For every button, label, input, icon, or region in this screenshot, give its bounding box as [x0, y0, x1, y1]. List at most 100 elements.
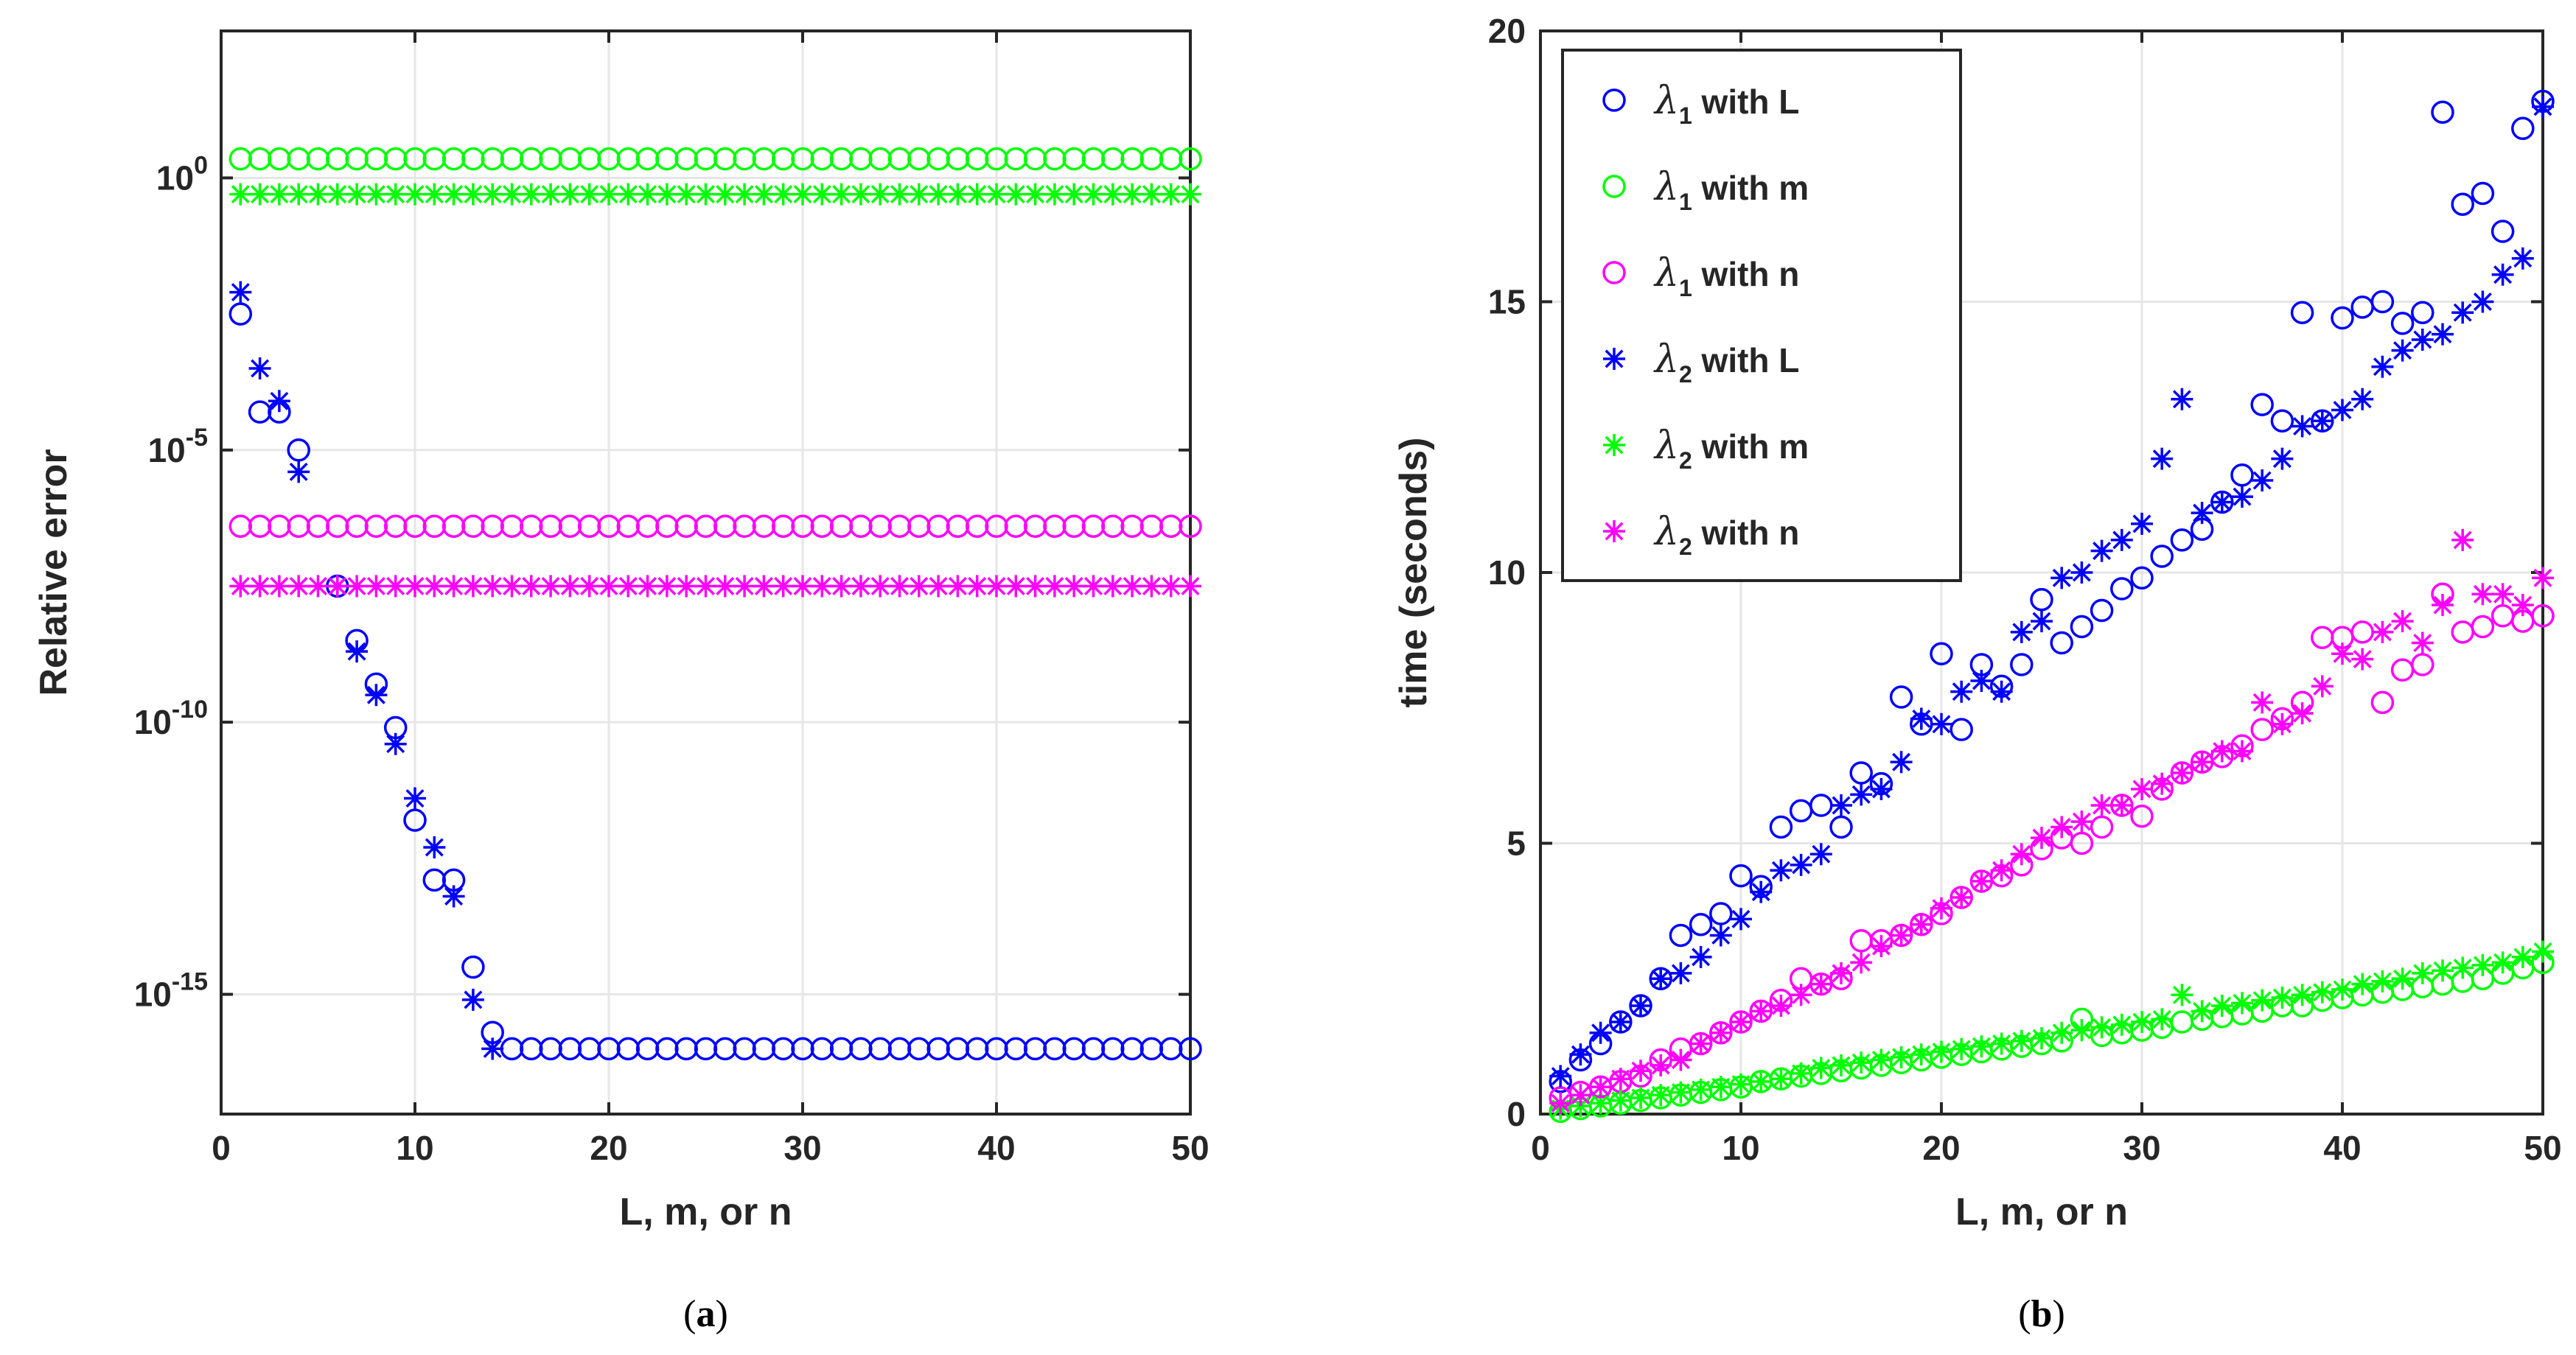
- data-point: [2090, 794, 2113, 817]
- data-point: [2151, 447, 2174, 470]
- data-point: [1689, 1032, 1712, 1055]
- data-point: [1121, 183, 1144, 206]
- data-point: [1809, 1057, 1832, 1079]
- data-point: [1669, 1081, 1692, 1104]
- data-point: [287, 461, 310, 483]
- y-tick-label: 10-10: [134, 696, 208, 741]
- data-point: [1970, 869, 1993, 892]
- data-point: [1569, 1043, 1592, 1066]
- data-point: [2311, 981, 2334, 1004]
- data-point: [1630, 1060, 1652, 1082]
- data-point: [1990, 680, 2013, 703]
- caption-b: (b): [2018, 1293, 2065, 1335]
- data-point: [1630, 1086, 1652, 1109]
- data-point: [2271, 986, 2294, 1009]
- data-point: [1910, 913, 1933, 936]
- data-point: [1730, 1073, 1752, 1096]
- data-point: [946, 183, 969, 206]
- data-point: [811, 575, 834, 598]
- data-point: [2031, 1027, 2053, 1050]
- data-point: [268, 183, 290, 206]
- data-point: [713, 575, 736, 598]
- x-axis-label: L, m, or n: [1955, 1191, 2128, 1233]
- data-point: [2471, 181, 2495, 206]
- data-point: [2151, 1008, 2174, 1031]
- data-point: [2511, 945, 2534, 968]
- data-point: [1589, 1092, 1612, 1115]
- data-point: [268, 390, 290, 413]
- data-point: [2171, 761, 2193, 784]
- data-point: [2131, 778, 2153, 800]
- data-point: [2090, 539, 2113, 562]
- data-point: [1179, 575, 1201, 598]
- data-point: [830, 183, 853, 206]
- data-point: [2532, 95, 2554, 118]
- data-point: [2210, 995, 2233, 1017]
- data-point: [927, 575, 950, 598]
- data-point: [753, 183, 775, 206]
- data-point: [1709, 1021, 1732, 1044]
- data-point: [500, 183, 523, 206]
- data-point: [307, 575, 329, 598]
- data-point: [2391, 339, 2414, 362]
- data-point: [2171, 984, 2193, 1006]
- legend-entry: λ1 with m: [1653, 165, 1809, 215]
- x-tick-label: 50: [2524, 1129, 2561, 1167]
- data-point: [849, 575, 872, 598]
- data-point: [307, 183, 329, 206]
- data-point: [1850, 951, 1873, 974]
- data-point: [1159, 183, 1182, 206]
- data-point: [1750, 1000, 1773, 1023]
- plot-area: [221, 31, 1190, 1114]
- data-point: [966, 575, 988, 598]
- data-point: [1930, 1040, 1952, 1063]
- data-point: [287, 575, 310, 598]
- y-tick-label: 5: [1507, 824, 1526, 863]
- data-point: [481, 1037, 504, 1060]
- data-point: [617, 575, 640, 598]
- data-point: [2271, 712, 2294, 735]
- data-point: [1769, 815, 1793, 839]
- data-point: [1650, 1084, 1672, 1107]
- legend-marker: [1602, 88, 1626, 112]
- data-point: [248, 357, 271, 379]
- data-point: [268, 575, 290, 598]
- data-point: [636, 183, 659, 206]
- data-point: [2432, 959, 2454, 982]
- data-point: [403, 808, 427, 832]
- series-λ2-with-L: [1549, 95, 2554, 1088]
- data-point: [540, 183, 562, 206]
- data-point: [792, 183, 814, 206]
- data-point: [1790, 984, 1812, 1006]
- data-point: [326, 575, 349, 598]
- data-point: [481, 183, 504, 206]
- data-point: [540, 575, 562, 598]
- data-point: [1159, 575, 1182, 598]
- data-point: [1990, 1032, 2013, 1055]
- data-point: [2511, 594, 2534, 617]
- data-point: [2290, 301, 2314, 324]
- data-point: [2411, 653, 2434, 676]
- data-point: [248, 183, 271, 206]
- legend: λ1 with L λ1 with m λ1 with n λ2 with L λ2 w…: [1561, 49, 1962, 582]
- data-point: [1669, 923, 1693, 948]
- data-point: [985, 575, 1008, 598]
- legend-marker: [1602, 261, 1626, 284]
- data-point: [365, 183, 388, 206]
- legend-entry: λ2 with L: [1653, 337, 1799, 388]
- data-point: [1930, 897, 1952, 920]
- data-point: [578, 183, 601, 206]
- data-point: [365, 684, 388, 707]
- data-point: [2331, 399, 2353, 421]
- data-point: [2432, 594, 2454, 617]
- data-point: [248, 575, 271, 598]
- data-point: [2411, 631, 2434, 654]
- data-point: [2050, 816, 2073, 838]
- data-point: [2231, 740, 2253, 763]
- data-point: [1730, 908, 1752, 931]
- data-point: [2010, 620, 2033, 643]
- y-axis-label: time (seconds): [1392, 438, 1435, 708]
- data-point: [2331, 306, 2354, 330]
- data-point: [869, 183, 892, 206]
- data-point: [481, 575, 504, 598]
